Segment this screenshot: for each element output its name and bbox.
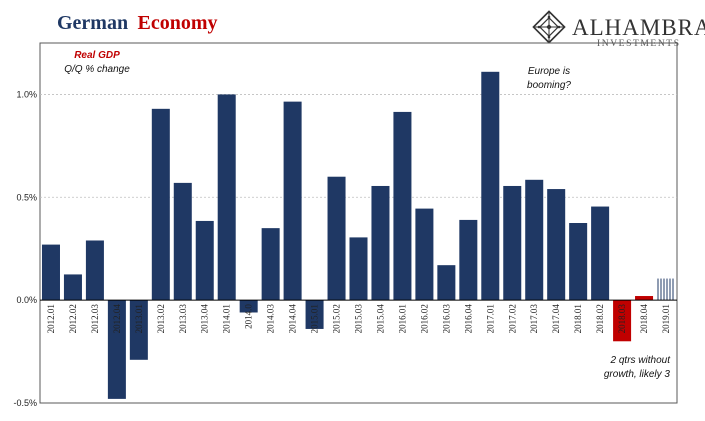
- annotation-europe-booming-line2: booming?: [527, 80, 571, 91]
- title-part-german: German: [57, 12, 128, 34]
- x-tick-label: 2012.04: [112, 304, 122, 334]
- x-tick-label: 2014.0: [244, 304, 254, 329]
- x-tick-label: 2015.01: [310, 304, 320, 333]
- bar-2017.01: [481, 71, 500, 301]
- bar-2018.01: [569, 223, 588, 301]
- x-tick-label: 2016.04: [463, 304, 473, 334]
- bar-2013.04: [195, 220, 214, 301]
- lattice-diamond-icon: [532, 10, 566, 44]
- bar-2017.02: [503, 185, 522, 301]
- bar-2018.02: [591, 206, 610, 301]
- bar-2018.04: [635, 296, 654, 301]
- bar-2012.02: [63, 274, 82, 301]
- x-tick-label: 2013.01: [134, 304, 144, 333]
- x-tick-label: 2013.03: [178, 304, 188, 334]
- y-tick-label: 0.0%: [16, 295, 37, 305]
- bar-2014.02: [239, 300, 258, 313]
- annotation-europe-booming-line1: Europe is: [528, 66, 570, 77]
- y-tick-label: -0.5%: [13, 398, 37, 408]
- bar-2012.01: [41, 244, 60, 301]
- y-tick-label: 1.0%: [16, 89, 37, 99]
- x-tick-label: 2017.01: [485, 304, 495, 333]
- alhambra-logo: ALHAMBRA INVESTMENTS: [532, 10, 705, 49]
- x-tick-label: 2013.04: [200, 304, 210, 334]
- bar-2014.01: [217, 94, 236, 301]
- annotation-no-growth-line1: 2 qtrs without: [610, 355, 672, 366]
- x-tick-label: 2016.02: [419, 304, 429, 333]
- x-tick-label: 2017.02: [507, 304, 517, 333]
- bar-2014.03: [261, 228, 280, 301]
- bar-2013.01: [129, 300, 148, 360]
- bar-2018.03: [613, 300, 632, 342]
- x-tick-label: 2016.03: [441, 304, 451, 334]
- gridlines: [40, 94, 677, 198]
- bar-2015.04: [371, 185, 390, 301]
- x-tick-label: 2012.01: [46, 304, 56, 333]
- bars: [41, 71, 676, 399]
- bar-2017.04: [547, 189, 566, 301]
- logo-name: ALHAMBRA: [572, 15, 705, 40]
- y-tick-label: 0.5%: [16, 192, 37, 202]
- bar-2015.01: [305, 300, 324, 329]
- x-tick-label: 2014.04: [288, 304, 298, 334]
- bar-2016.03: [437, 265, 456, 301]
- x-tick-label: 2015.02: [332, 304, 342, 333]
- bar-2016.01: [393, 111, 412, 301]
- bar-2019.01: [657, 278, 676, 301]
- bar-2013.02: [151, 108, 170, 301]
- x-tick-label: 2015.04: [375, 304, 385, 334]
- x-tick-label: 2017.03: [529, 304, 539, 334]
- bar-2015.03: [349, 237, 368, 301]
- x-tick-label: 2013.02: [156, 304, 166, 333]
- series-title: Real GDP: [74, 50, 120, 61]
- x-tick-label: 2018.04: [639, 304, 649, 334]
- x-tick-label: 2018.01: [573, 304, 583, 333]
- title-part-economy: Economy: [138, 12, 218, 34]
- bar-2017.03: [525, 179, 544, 301]
- x-axis: 2012.01 2012.02 2012.03 2012.04 2013.01 2013.…: [46, 304, 671, 334]
- bar-2016.02: [415, 208, 434, 301]
- x-tick-label: 2017.04: [551, 304, 561, 334]
- x-tick-label: 2014.01: [222, 304, 232, 333]
- y-axis: -0.5% 0.0% 0.5% 1.0%: [13, 89, 37, 408]
- bar-2015.02: [327, 176, 346, 301]
- x-tick-label: 2012.02: [68, 304, 78, 333]
- bar-2016.04: [459, 219, 478, 301]
- x-tick-label: 2018.03: [617, 304, 627, 334]
- logo-subtitle: INVESTMENTS: [597, 39, 681, 49]
- bar-2014.04: [283, 101, 302, 301]
- x-tick-label: 2019.01: [661, 304, 671, 333]
- x-tick-label: 2016.01: [397, 304, 407, 333]
- plot-area-border: [39, 42, 678, 404]
- chart-main-title: German Economy: [57, 12, 218, 34]
- x-tick-label: 2018.02: [595, 304, 605, 333]
- x-tick-label: 2014.03: [266, 304, 276, 334]
- bar-2013.03: [173, 182, 192, 301]
- series-subtitle: Q/Q % change: [64, 64, 130, 75]
- x-tick-label: 2015.03: [354, 304, 364, 334]
- bar-2012.03: [85, 240, 104, 301]
- annotation-no-growth-line2: growth, likely 3: [604, 369, 671, 380]
- x-tick-label: 2012.03: [90, 304, 100, 334]
- bar-2012.04: [107, 300, 126, 399]
